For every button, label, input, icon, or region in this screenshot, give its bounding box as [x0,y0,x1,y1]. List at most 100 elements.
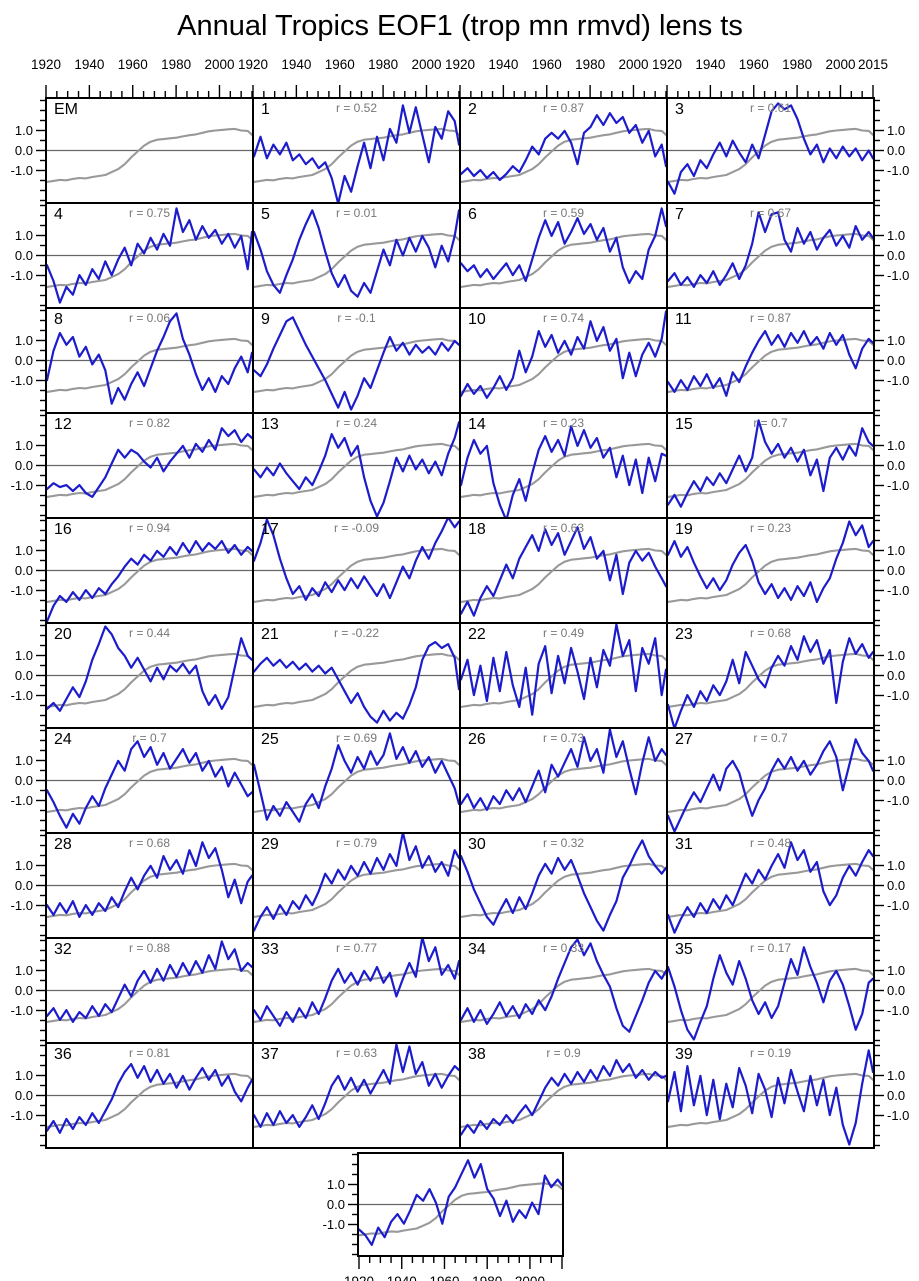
y-tick-label: 1.0 [887,1068,905,1083]
y-tick-label: 1.0 [887,333,905,348]
ensemble-mean-line [461,232,666,288]
ensemble-mean-line [254,232,459,288]
member-line [668,419,873,508]
panel-plot [668,635,873,727]
panel-plot [254,939,459,1027]
correlation-label: r = 0.23 [749,521,792,535]
y-tick-label: 0.0 [15,773,33,788]
ensemble-mean-line [47,652,252,708]
panel-4: 4 r = 0.75 [46,203,253,308]
member-line [461,839,666,932]
x-tick-label: 2000 [618,57,649,72]
member-line [668,738,873,832]
bottom-x-tick-label: 1940 [387,1274,417,1281]
correlation-label: r = 0.94 [128,521,171,535]
ensemble-mean-line [47,337,252,393]
y-tick-label: 0.0 [15,248,33,263]
panel-2: 2 r = 0.87 [460,98,667,203]
y-tick-label: 1.0 [887,228,905,243]
panel-label: 30 [468,836,486,853]
ensemble-mean-line [668,127,873,183]
panel-37: 37 r = 0.63 [253,1043,460,1148]
y-tick-label: 1.0 [15,333,33,348]
correlation-label: r = 0.01 [335,206,378,220]
panel-label: 21 [261,626,279,643]
ensemble-mean-line [254,127,459,183]
ensemble-mean-line [461,967,666,1023]
correlation-label: r = 0.81 [128,1046,171,1060]
correlation-label: r = 0.49 [542,626,585,640]
y-tick-label: 1.0 [15,858,33,873]
y-tick-label: -1.0 [887,478,909,493]
figure-title: Annual Tropics EOF1 (trop mn rmvd) lens … [177,10,743,42]
y-axis-right: 1.0 0.0 -1.0 [875,624,909,727]
panel-24: 24 r = 0.7 [46,728,253,833]
member-line [47,207,252,304]
correlation-label: r = 0.79 [335,836,378,850]
member-line [668,946,873,1041]
correlation-label: r = 0.68 [128,836,171,850]
ensemble-mean-line [461,127,666,183]
member-line [668,635,873,727]
panel-label: 2 [468,101,477,118]
y-tick-label: -1.0 [887,1003,909,1018]
correlation-label: r = 0.87 [542,101,585,115]
correlation-label: r = 0.7 [132,731,167,745]
y-tick-label: 0.0 [15,878,33,893]
top-x-axis: 1920 1940 1960 1980 2000 1920 1940 1960 1980 2000… [0,54,919,97]
y-tick-label: 0.0 [887,983,905,998]
correlation-label: r = 0.32 [542,836,585,850]
panel-plot [461,839,666,932]
correlation-label: r = 0.63 [542,521,585,535]
member-line [461,207,666,285]
panel-plot [47,540,252,622]
panel-5: 5 r = 0.01 [253,203,460,308]
y-tick-label: 0.0 [887,668,905,683]
y-axis-left: 1.0 0.0 -1.0 [11,624,45,727]
panel-plot [254,421,459,517]
y-tick-label: 1.0 [887,963,905,978]
member-line [254,641,459,724]
panel-label: 35 [675,941,693,958]
member-line [47,1063,252,1134]
y-tick-label: -1.0 [887,583,909,598]
x-tick-label: 1940 [74,57,105,72]
panel-label: 8 [54,311,63,328]
x-tick-label: 1920 [237,57,269,72]
y-tick-label: 1.0 [15,1068,33,1083]
panel-25: 25 r = 0.69 [253,728,460,833]
correlation-label: r = -0.09 [333,521,380,535]
member-line [461,624,666,716]
panel-plot [254,1044,459,1129]
panel-22: 22 r = 0.49 [460,623,667,728]
panel-plot [461,112,666,183]
member-line [254,316,459,411]
member-line [47,540,252,622]
member-line [668,102,873,195]
panel-36: 36 r = 0.81 [46,1043,253,1148]
y-tick-label: -1.0 [11,1108,33,1123]
y-tick-label: -1.0 [887,268,909,283]
panel-plot [254,209,459,298]
correlation-label: r = 0.52 [335,101,378,115]
y-tick-label: 1.0 [15,543,33,558]
ensemble-mean-line [461,547,666,603]
y-tick-label: 0.0 [15,1088,33,1103]
member-line [47,940,252,1024]
y-tick-label: -1.0 [887,163,909,178]
member-line [668,211,873,289]
panel-plot [668,419,873,508]
member-line [47,312,252,405]
member-line [254,1044,459,1129]
panel-7: 7 r = 0.67 [667,203,874,308]
y-tick-label: 0.0 [887,773,905,788]
panel-label: 27 [675,731,693,748]
panel-plot [254,104,459,202]
y-tick-label: 1.0 [15,963,33,978]
y-axis-right: 1.0 0.0 -1.0 [875,834,909,937]
x-tick-label: 1960 [738,57,769,72]
panel-1: 1 r = 0.52 [253,98,460,203]
x-tick-label-2015: 2015 [857,57,889,72]
correlation-label: r = 0.17 [749,941,792,955]
member-line [254,421,459,517]
